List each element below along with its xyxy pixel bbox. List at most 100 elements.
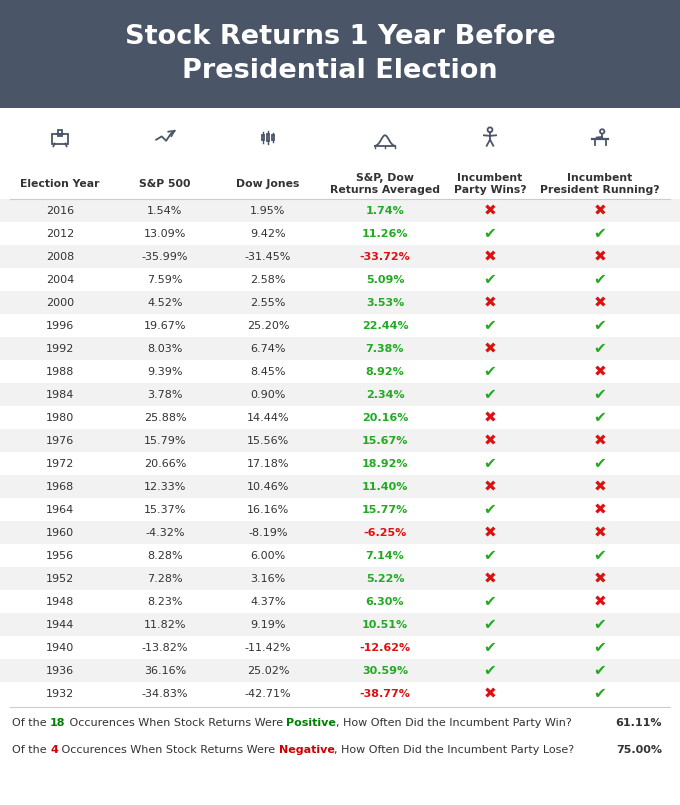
Text: 11.26%: 11.26%	[362, 229, 408, 238]
Text: -35.99%: -35.99%	[141, 251, 188, 262]
Text: 7.59%: 7.59%	[148, 275, 183, 284]
Bar	[0, 544, 680, 567]
Text: ✔: ✔	[594, 617, 607, 632]
Text: ✔: ✔	[483, 548, 496, 563]
Text: 6.30%: 6.30%	[366, 597, 404, 606]
Bar	[0, 659, 680, 682]
Text: ✔: ✔	[483, 663, 496, 678]
Bar	[0, 636, 680, 659]
Text: 2004: 2004	[46, 275, 74, 284]
Text: 13.09%: 13.09%	[143, 229, 186, 238]
Text: 1.95%: 1.95%	[250, 205, 286, 216]
Text: -12.62%: -12.62%	[360, 642, 411, 653]
Text: ✖: ✖	[483, 686, 496, 701]
Text: 2000: 2000	[46, 298, 74, 308]
Text: 9.39%: 9.39%	[148, 366, 183, 377]
Text: 1976: 1976	[46, 436, 74, 445]
Bar	[0, 0, 680, 108]
Text: Of the: Of the	[12, 718, 50, 728]
Text: 6.74%: 6.74%	[250, 344, 286, 353]
Text: Negative: Negative	[279, 745, 335, 755]
Bar	[0, 613, 680, 636]
Text: ✖: ✖	[483, 571, 496, 586]
Text: , How Often Did the Incumbent Party Win?: , How Often Did the Incumbent Party Win?	[336, 718, 572, 728]
Text: 61.11%: 61.11%	[615, 718, 662, 728]
Text: ✖: ✖	[594, 479, 607, 494]
Text: ✖: ✖	[594, 502, 607, 517]
Text: 12.33%: 12.33%	[143, 481, 186, 492]
Text: 1944: 1944	[46, 620, 74, 630]
Bar	[0, 429, 680, 452]
Text: 20.66%: 20.66%	[143, 459, 186, 469]
Bar	[0, 498, 680, 521]
Text: 6.00%: 6.00%	[250, 551, 286, 560]
Bar	[0, 245, 680, 268]
Text: 8.45%: 8.45%	[250, 366, 286, 377]
Text: 3.53%: 3.53%	[366, 298, 404, 308]
Text: ✔: ✔	[594, 686, 607, 701]
Bar	[0, 222, 680, 245]
Text: 1968: 1968	[46, 481, 74, 492]
Text: ✔: ✔	[483, 617, 496, 632]
Text: 3.78%: 3.78%	[148, 390, 183, 399]
Text: 15.67%: 15.67%	[362, 436, 408, 445]
Bar	[52, 134, 68, 143]
Text: ✔: ✔	[594, 226, 607, 241]
Text: 36.16%: 36.16%	[144, 666, 186, 675]
Text: 2008: 2008	[46, 251, 74, 262]
Text: ✔: ✔	[483, 318, 496, 333]
Text: ✖: ✖	[594, 571, 607, 586]
Text: 8.28%: 8.28%	[147, 551, 183, 560]
Bar	[262, 134, 265, 140]
Text: ✖: ✖	[483, 203, 496, 218]
Bar	[0, 291, 680, 314]
Text: 1932: 1932	[46, 688, 74, 699]
Bar	[0, 383, 680, 406]
Text: S&P 500: S&P 500	[139, 179, 191, 189]
Text: 1988: 1988	[46, 366, 74, 377]
Text: Incumbent
President Running?: Incumbent President Running?	[540, 173, 660, 195]
Text: Of the: Of the	[12, 745, 50, 755]
Text: 2.58%: 2.58%	[250, 275, 286, 284]
Text: ✖: ✖	[483, 410, 496, 425]
Text: 15.37%: 15.37%	[143, 505, 186, 514]
Bar	[0, 452, 680, 475]
Text: 25.88%: 25.88%	[143, 412, 186, 423]
Text: 1940: 1940	[46, 642, 74, 653]
Text: S&P, Dow
Returns Averaged: S&P, Dow Returns Averaged	[330, 173, 440, 195]
Text: 1980: 1980	[46, 412, 74, 423]
Text: ✖: ✖	[594, 203, 607, 218]
Text: 10.46%: 10.46%	[247, 481, 289, 492]
Text: ✔: ✔	[594, 272, 607, 287]
Text: Election Year: Election Year	[20, 179, 100, 189]
Text: ✖: ✖	[594, 525, 607, 540]
Text: 11.82%: 11.82%	[143, 620, 186, 630]
Text: 1948: 1948	[46, 597, 74, 606]
Text: -4.32%: -4.32%	[146, 527, 185, 538]
Text: ✖: ✖	[483, 525, 496, 540]
Text: -34.83%: -34.83%	[141, 688, 188, 699]
Bar	[0, 705, 680, 805]
Text: ✖: ✖	[594, 295, 607, 310]
Bar	[0, 567, 680, 590]
Text: ✔: ✔	[483, 364, 496, 379]
Text: -11.42%: -11.42%	[245, 642, 291, 653]
Bar	[0, 406, 680, 429]
Text: -33.72%: -33.72%	[360, 251, 410, 262]
Text: 2.55%: 2.55%	[250, 298, 286, 308]
Text: 1984: 1984	[46, 390, 74, 399]
Text: 8.23%: 8.23%	[148, 597, 183, 606]
Text: 17.18%: 17.18%	[247, 459, 289, 469]
Bar	[0, 521, 680, 544]
Text: -8.19%: -8.19%	[248, 527, 288, 538]
Text: ✔: ✔	[483, 272, 496, 287]
Text: -13.82%: -13.82%	[141, 642, 188, 653]
Text: ✔: ✔	[594, 548, 607, 563]
Text: ✔: ✔	[594, 663, 607, 678]
Text: ✖: ✖	[594, 433, 607, 448]
Text: 25.20%: 25.20%	[247, 320, 289, 331]
Text: ✖: ✖	[594, 249, 607, 264]
Text: 8.92%: 8.92%	[366, 366, 405, 377]
Text: Incumbent
Party Wins?: Incumbent Party Wins?	[454, 173, 526, 195]
Bar	[271, 135, 274, 140]
